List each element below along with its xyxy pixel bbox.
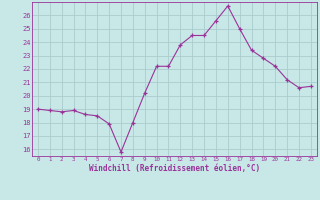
X-axis label: Windchill (Refroidissement éolien,°C): Windchill (Refroidissement éolien,°C)	[89, 164, 260, 173]
